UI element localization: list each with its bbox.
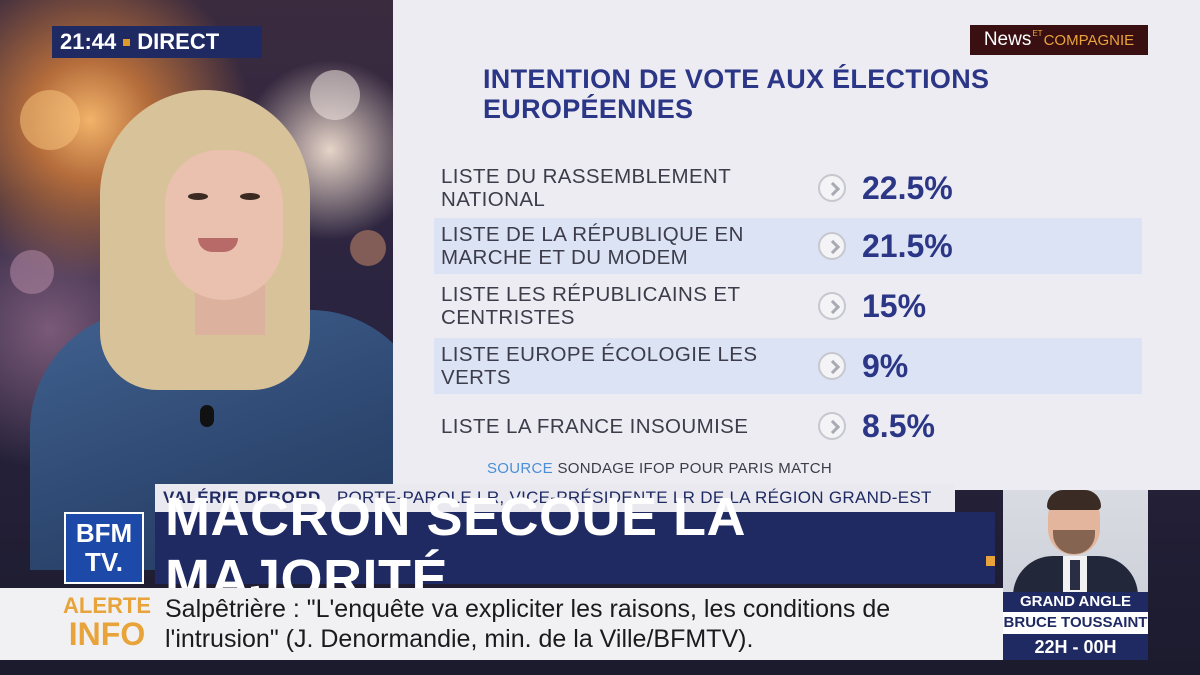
live-clock: 21:44 DIRECT: [52, 26, 262, 58]
poll-row-label: LISTE DE LA RÉPUBLIQUE EN MARCHE ET DU M…: [441, 223, 744, 269]
lapel-mic: [200, 405, 214, 427]
guest-nameplate: VALÉRIE DEBORD PORTE-PAROLE LR, VICE-PRÉ…: [155, 484, 955, 512]
show-logo-part: COMPAGNIE: [1043, 31, 1135, 49]
panel-title: INTENTION DE VOTE AUX ÉLECTIONS EUROPÉEN…: [483, 64, 990, 124]
channel-logo: BFM TV.: [64, 512, 144, 584]
headline-dot: [985, 556, 995, 566]
chevron-circle-icon: [818, 232, 846, 260]
poll-row-value: 8.5%: [862, 407, 935, 444]
presenter-face: [165, 150, 283, 300]
presenter-eye: [240, 193, 260, 200]
chevron-circle-icon: [818, 174, 846, 202]
clock-time: 21:44: [60, 29, 117, 54]
headline-banner: MACRON SECOUE LA MAJORITÉ: [155, 487, 995, 609]
poll-row-value: 22.5%: [862, 169, 953, 206]
headline-text: MACRON SECOUE LA MAJORITÉ: [165, 487, 745, 609]
presenter-mouth: [198, 238, 238, 252]
promo-host-hair: [1047, 490, 1101, 510]
promo-host: BRUCE TOUSSAINT: [1003, 612, 1148, 634]
poll-row-label: LISTE EUROPE ÉCOLOGIE LES VERTS: [441, 343, 758, 389]
source-label: SOURCE: [487, 460, 553, 477]
show-logo: News ET COMPAGNIE: [970, 25, 1148, 55]
ticker-text: Salpêtrière : "L'enquête va expliciter l…: [165, 595, 891, 653]
presenter-eye: [188, 193, 208, 200]
live-label: DIRECT: [137, 29, 220, 54]
alert-label-line: ALERTE: [63, 593, 151, 618]
show-logo-part: ET: [1032, 28, 1043, 38]
poll-row-value: 15%: [862, 287, 927, 324]
poll-row-label: LISTE LES RÉPUBLICAINS ET CENTRISTES: [441, 283, 741, 329]
poll-row-value: 21.5%: [862, 227, 953, 264]
channel-logo-line: BFM: [75, 518, 133, 548]
poll-row-value: 9%: [862, 347, 909, 384]
alert-label: ALERTE INFO: [62, 593, 152, 652]
poll-row: LISTE LES RÉPUBLICAINS ET CENTRISTES 15%: [434, 278, 1142, 334]
poll-row-label: LISTE LA FRANCE INSOUMISE: [441, 414, 749, 438]
presenter-image: [0, 0, 430, 570]
chevron-circle-icon: [818, 412, 846, 440]
clock-separator: [123, 38, 131, 46]
poll-row: LISTE LA FRANCE INSOUMISE 8.5%: [434, 398, 1142, 454]
chevron-circle-icon: [818, 292, 846, 320]
promo-time: 22H - 00H: [1003, 634, 1148, 660]
source-text: SONDAGE IFOP POUR PARIS MATCH: [557, 460, 833, 477]
guest-title: PORTE-PAROLE LR, VICE-PRÉSIDENTE LR DE L…: [336, 488, 932, 507]
poll-row: LISTE DU RASSEMBLEMENT NATIONAL 22.5%: [434, 160, 1142, 216]
guest-name: VALÉRIE DEBORD: [163, 488, 321, 507]
poll-source: SOURCE SONDAGE IFOP POUR PARIS MATCH: [487, 460, 832, 477]
poll-row: LISTE DE LA RÉPUBLIQUE EN MARCHE ET DU M…: [434, 218, 1142, 274]
alert-label-line: INFO: [68, 616, 146, 652]
chevron-circle-icon: [818, 352, 846, 380]
promo-title: GRAND ANGLE: [1003, 592, 1148, 612]
show-logo-part: News: [983, 29, 1032, 50]
show-promo: GRAND ANGLE BRUCE TOUSSAINT 22H - 00H: [1003, 490, 1148, 660]
promo-host-tie: [1070, 560, 1080, 590]
news-ticker: ALERTE INFO Salpêtrière : "L'enquête va …: [0, 588, 1003, 660]
poll-row-label: LISTE DU RASSEMBLEMENT NATIONAL: [441, 165, 731, 211]
channel-logo-line: TV.: [84, 547, 124, 577]
poll-row: LISTE EUROPE ÉCOLOGIE LES VERTS 9%: [434, 338, 1142, 394]
